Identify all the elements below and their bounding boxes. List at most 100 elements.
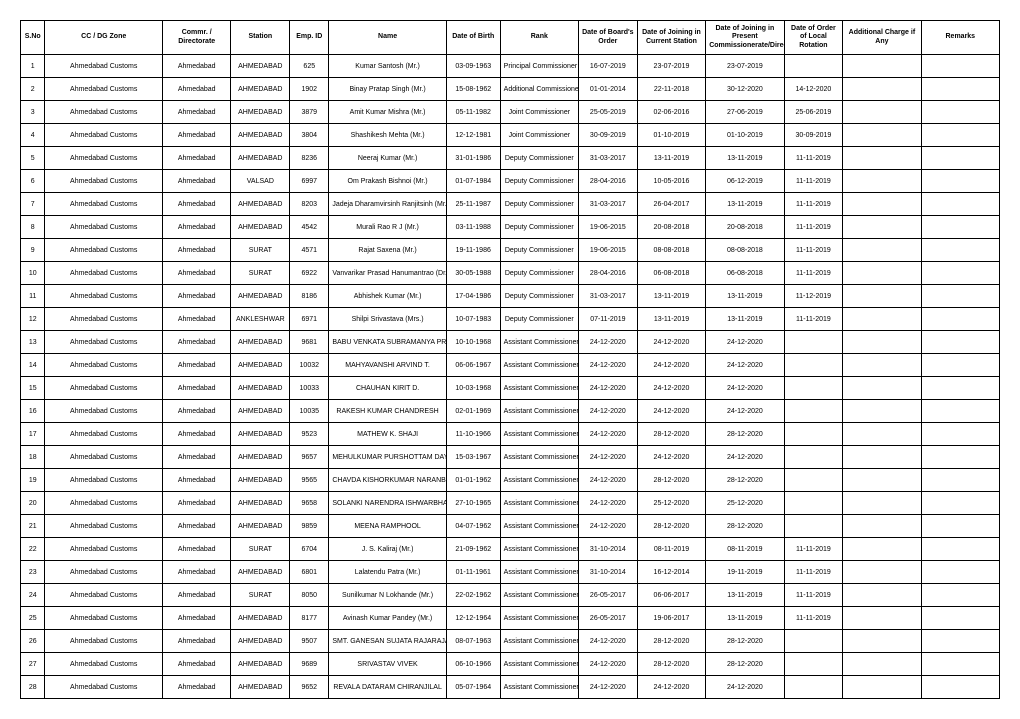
table-cell: AHMEDABAD xyxy=(231,78,290,101)
table-cell: Assistant Commissioner xyxy=(500,561,578,584)
table-cell xyxy=(843,676,921,699)
table-cell: Ahmedabad Customs xyxy=(45,584,162,607)
table-cell: 24-12-2020 xyxy=(706,331,784,354)
table-cell: 4542 xyxy=(290,216,329,239)
table-row: 26Ahmedabad CustomsAhmedabadAHMEDABAD950… xyxy=(21,630,1000,653)
table-cell: 30-09-2019 xyxy=(578,124,637,147)
table-cell xyxy=(921,285,999,308)
table-cell: Ahmedabad Customs xyxy=(45,676,162,699)
table-cell: 06-06-2017 xyxy=(637,584,706,607)
table-cell: 16 xyxy=(21,400,45,423)
table-cell: 13-11-2019 xyxy=(637,147,706,170)
table-cell: Ahmedabad xyxy=(162,538,231,561)
table-cell: Ahmedabad xyxy=(162,124,231,147)
table-cell: 13-11-2019 xyxy=(706,285,784,308)
table-row: 10Ahmedabad CustomsAhmedabadSURAT6922Van… xyxy=(21,262,1000,285)
table-cell xyxy=(843,400,921,423)
table-cell: 24-12-2020 xyxy=(637,377,706,400)
table-cell: 10-07-1983 xyxy=(446,308,500,331)
table-row: 17Ahmedabad CustomsAhmedabadAHMEDABAD952… xyxy=(21,423,1000,446)
table-cell: AHMEDABAD xyxy=(231,653,290,676)
col-board: Date of Board's Order xyxy=(578,21,637,55)
table-cell: 05-07-1964 xyxy=(446,676,500,699)
table-cell: REVALA DATARAM CHIRANJILAL xyxy=(329,676,446,699)
col-zone: CC / DG Zone xyxy=(45,21,162,55)
table-cell: 02-06-2016 xyxy=(637,101,706,124)
table-cell: 8 xyxy=(21,216,45,239)
table-cell: Ahmedabad xyxy=(162,584,231,607)
table-cell: 12-12-1964 xyxy=(446,607,500,630)
table-cell: 30-12-2020 xyxy=(706,78,784,101)
table-cell: 02-01-1969 xyxy=(446,400,500,423)
table-cell: 12 xyxy=(21,308,45,331)
table-cell: 24 xyxy=(21,584,45,607)
table-cell: 24-12-2020 xyxy=(637,400,706,423)
col-station: Station xyxy=(231,21,290,55)
table-cell: 6704 xyxy=(290,538,329,561)
table-cell: 24-12-2020 xyxy=(578,492,637,515)
table-cell xyxy=(784,400,843,423)
table-cell: 9507 xyxy=(290,630,329,653)
table-cell xyxy=(784,354,843,377)
table-cell: Ahmedabad Customs xyxy=(45,170,162,193)
table-cell xyxy=(843,515,921,538)
table-cell: 1 xyxy=(21,55,45,78)
table-cell: Ahmedabad xyxy=(162,630,231,653)
table-cell: 9565 xyxy=(290,469,329,492)
table-cell: Ahmedabad xyxy=(162,446,231,469)
table-cell: 11-11-2019 xyxy=(784,584,843,607)
table-cell: Ahmedabad Customs xyxy=(45,331,162,354)
table-cell: 10-10-1968 xyxy=(446,331,500,354)
table-cell: Ahmedabad xyxy=(162,78,231,101)
table-cell: Ahmedabad Customs xyxy=(45,308,162,331)
table-cell: Assistant Commissioner xyxy=(500,423,578,446)
table-cell: 24-12-2020 xyxy=(578,354,637,377)
table-row: 14Ahmedabad CustomsAhmedabadAHMEDABAD100… xyxy=(21,354,1000,377)
table-cell xyxy=(843,607,921,630)
table-cell: AHMEDABAD xyxy=(231,101,290,124)
table-cell: 8050 xyxy=(290,584,329,607)
table-cell: 17 xyxy=(21,423,45,446)
table-cell: Ahmedabad xyxy=(162,469,231,492)
table-cell: 01-01-2014 xyxy=(578,78,637,101)
table-cell: 11 xyxy=(21,285,45,308)
table-cell: VALSAD xyxy=(231,170,290,193)
table-cell: 10035 xyxy=(290,400,329,423)
table-cell: 25-12-2020 xyxy=(637,492,706,515)
table-row: 2Ahmedabad CustomsAhmedabadAHMEDABAD1902… xyxy=(21,78,1000,101)
table-cell xyxy=(921,55,999,78)
table-row: 9Ahmedabad CustomsAhmedabadSURAT4571Raja… xyxy=(21,239,1000,262)
table-cell: Avinash Kumar Pandey (Mr.) xyxy=(329,607,446,630)
table-cell: 8203 xyxy=(290,193,329,216)
table-cell: 24-12-2020 xyxy=(706,676,784,699)
table-cell: 13-11-2019 xyxy=(637,285,706,308)
table-cell: 6971 xyxy=(290,308,329,331)
table-cell: 25 xyxy=(21,607,45,630)
table-cell xyxy=(784,515,843,538)
table-cell: 28 xyxy=(21,676,45,699)
table-cell: AHMEDABAD xyxy=(231,446,290,469)
table-cell: 24-12-2020 xyxy=(706,400,784,423)
table-cell xyxy=(843,78,921,101)
table-cell: Abhishek Kumar (Mr.) xyxy=(329,285,446,308)
table-cell: SURAT xyxy=(231,239,290,262)
table-cell: Ahmedabad xyxy=(162,193,231,216)
table-cell: 13-11-2019 xyxy=(706,607,784,630)
table-cell xyxy=(921,584,999,607)
table-cell: Ahmedabad xyxy=(162,170,231,193)
table-cell xyxy=(784,630,843,653)
table-cell: 28-12-2020 xyxy=(706,515,784,538)
table-cell: AHMEDABAD xyxy=(231,423,290,446)
table-cell: 14-12-2020 xyxy=(784,78,843,101)
table-cell xyxy=(784,423,843,446)
table-cell: 6801 xyxy=(290,561,329,584)
col-rotation: Date of Order of Local Rotation xyxy=(784,21,843,55)
table-cell: 24-12-2020 xyxy=(578,630,637,653)
table-cell: 13 xyxy=(21,331,45,354)
table-cell: Deputy Commissioner xyxy=(500,308,578,331)
table-cell: Ahmedabad xyxy=(162,607,231,630)
table-cell: Deputy Commissioner xyxy=(500,216,578,239)
table-cell xyxy=(843,239,921,262)
table-cell: 10032 xyxy=(290,354,329,377)
table-header: S.No CC / DG Zone Commr. / Directorate S… xyxy=(21,21,1000,55)
